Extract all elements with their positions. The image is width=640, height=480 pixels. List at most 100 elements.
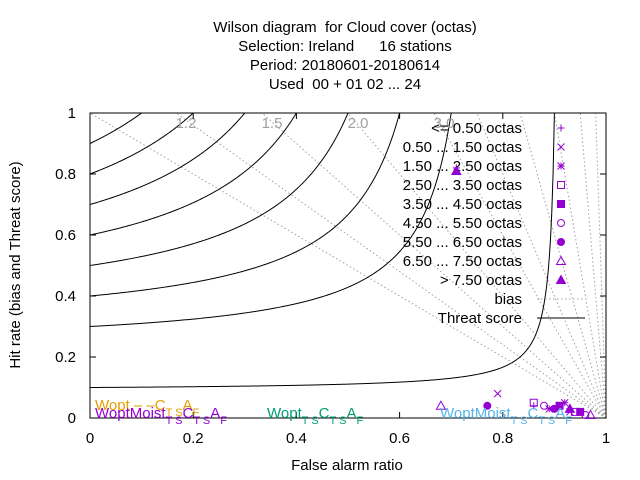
model-label-part: T S [193,415,210,427]
point [581,410,590,419]
x-axis-label: False alarm ratio [291,457,403,474]
plot-frame [89,112,607,419]
point [483,401,492,410]
model-label-part: WoptMoist [95,405,166,422]
model-label-part: T S [538,415,555,427]
model-label: WoptMoistT SCT SAF [440,405,572,427]
x-tick-label: 0.4 [286,430,307,447]
threat-score-line [90,113,349,266]
model-label-part: A [346,405,356,422]
point [555,274,567,284]
model-label-part: C [319,405,330,422]
point-shape [557,200,565,208]
model-label-part: Wopt – –C [95,397,166,414]
threat-score-line [90,113,452,327]
model-label-part: A [183,397,193,414]
x-tick-label: 0 [86,430,94,447]
legend-label: 4.50 ... 5.50 octas [403,215,522,232]
bias-label: 3.0 [434,115,455,132]
model-label-part: C [183,405,194,422]
point [557,181,565,189]
model-label-part: A [555,405,565,422]
bias-line [595,113,606,418]
title-line: Used 00 + 01 02 ... 24 [269,76,421,93]
model-label-part: F [356,415,363,427]
y-tick-label: 0.6 [55,227,76,244]
legend-label: 0.50 ... 1.50 octas [403,139,522,156]
model-label-part: WoptMoist [440,405,511,422]
threat-score-line [90,113,143,144]
bias-line [90,113,606,418]
point [555,255,567,265]
model-label-part: T S [302,415,319,427]
point [435,400,447,410]
threat-score-line [90,113,297,236]
plot-area [90,113,606,418]
point-shape [585,409,596,419]
point-shape [435,400,447,410]
model-label-part: T S [511,415,528,427]
point-stroke [557,162,565,170]
bias-label: 2.0 [348,115,369,132]
point [493,389,502,398]
point [557,143,565,151]
model-label-part: F [565,415,572,427]
bias-label: 1.2 [176,115,197,132]
model-label: WoptMoistT SCT SAF [95,405,227,427]
point-shape [557,238,565,246]
threat-score-line [90,113,194,175]
point-stroke [493,389,502,398]
point [557,162,565,170]
point [557,124,565,132]
y-tick-label: 1 [68,105,76,122]
model-label: Wopt – –CT SAF [95,397,200,419]
legend-label: 6.50 ... 7.50 octas [403,253,522,270]
legend-label: <= 0.50 octas [431,120,522,137]
model-label-part: A [210,405,220,422]
legend-label: > 7.50 octas [440,272,522,289]
model-label: WoptT SCT SAF [267,405,363,427]
y-tick-label: 0.4 [55,288,76,305]
x-tick-label: 0.2 [183,430,204,447]
point-shape [555,255,567,265]
legend-label: 2.50 ... 3.50 octas [403,177,522,194]
point-shape [576,407,585,416]
title-line: Period: 20180601-20180614 [250,57,440,74]
point-shape [540,401,549,410]
bias-line [579,113,606,418]
x-tick-label: 0.8 [492,430,513,447]
point-shape [564,403,576,413]
point-shape [451,165,462,175]
point [557,219,565,227]
point-shape [557,219,565,227]
legend-label: bias [494,291,522,308]
threat-score-line [90,113,401,297]
model-label-part: T S [330,415,347,427]
y-tick-label: 0.2 [55,349,76,366]
y-axis-label: Hit rate (bias and Threat score) [7,161,24,368]
title-line: Selection: Ireland 16 stations [238,38,451,55]
point [540,401,549,410]
point [451,165,462,175]
point-shape [529,398,538,407]
legend-label: 5.50 ... 6.50 octas [403,234,522,251]
model-label-part: F [193,407,200,419]
threat-score-line [90,113,246,205]
legend-label: Threat score [438,310,522,327]
point-shape [550,404,559,413]
point [529,398,538,407]
point [550,404,559,413]
point-stroke [557,143,565,151]
title-line: Wilson diagram for Cloud cover (octas) [213,19,476,36]
x-tick-label: 1 [602,430,610,447]
bias-line [347,113,606,418]
model-label-part: F [220,415,227,427]
point-shape [483,401,492,410]
point-shape [557,181,565,189]
model-label-part: Wopt [267,405,303,422]
threat-score-line [90,113,555,388]
bias-line [519,113,606,418]
x-tick-label: 0.6 [389,430,410,447]
legend-label: 1.50 ... 2.50 octas [403,158,522,175]
